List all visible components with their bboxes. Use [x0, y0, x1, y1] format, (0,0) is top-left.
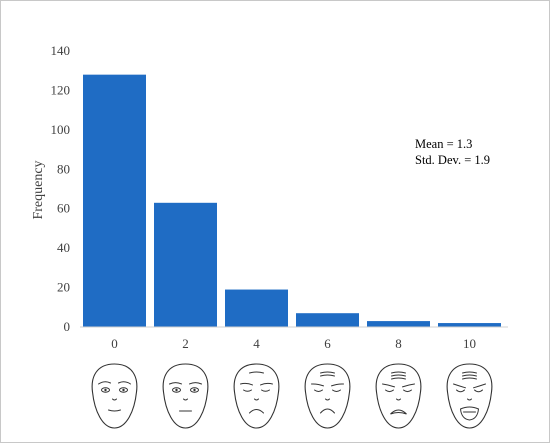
mean-annotation: Mean = 1.3 — [415, 137, 472, 151]
bar-6 — [296, 313, 359, 327]
x-axis-ticks: 0 2 4 6 8 10 — [111, 336, 476, 351]
y-tick-label: 60 — [57, 201, 70, 216]
face-rating-10 — [446, 363, 493, 429]
y-tick-label: 120 — [51, 82, 71, 97]
bar-8 — [367, 321, 430, 327]
y-tick-label: 40 — [57, 240, 70, 255]
face-rating-4 — [233, 363, 280, 429]
face-rating-6 — [304, 363, 351, 429]
face-rating-8 — [375, 363, 422, 429]
y-tick-label: 140 — [51, 43, 71, 58]
x-tick-label: 10 — [463, 336, 476, 351]
bar-2 — [154, 202, 217, 327]
y-tick-label: 0 — [64, 319, 71, 334]
x-tick-label: 8 — [395, 336, 402, 351]
std-dev-annotation: Std. Dev. = 1.9 — [415, 153, 490, 167]
bar-4 — [225, 289, 288, 327]
x-tick-label: 0 — [111, 336, 118, 351]
bar-10 — [438, 323, 501, 327]
y-axis-ticks: 0 20 40 60 80 100 120 140 — [51, 43, 71, 334]
bar-0 — [83, 74, 146, 328]
x-tick-label: 6 — [324, 336, 331, 351]
x-tick-label: 2 — [182, 336, 189, 351]
y-axis-label: Frequency — [31, 160, 46, 219]
face-scale — [91, 363, 493, 429]
y-tick-label: 20 — [57, 280, 70, 295]
y-tick-label: 80 — [57, 161, 70, 176]
y-tick-label: 100 — [51, 122, 71, 137]
face-rating-2 — [162, 363, 209, 429]
face-rating-0 — [91, 363, 138, 429]
bars — [83, 74, 501, 328]
x-tick-label: 4 — [253, 336, 260, 351]
